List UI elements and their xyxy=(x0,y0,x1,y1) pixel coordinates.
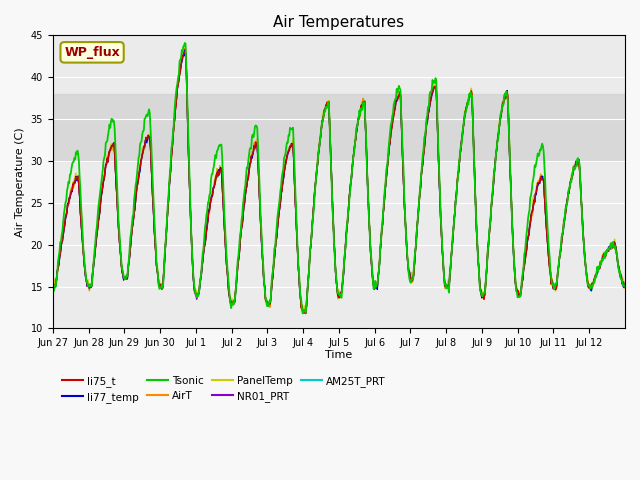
Line: AirT: AirT xyxy=(52,48,625,313)
AM25T_PRT xyxy=(49,282,56,288)
AirT xyxy=(431,84,439,89)
PanelTemp xyxy=(250,144,258,149)
AM25T_PRT xyxy=(222,251,230,256)
li77_temp xyxy=(116,245,124,251)
AM25T_PRT xyxy=(302,311,310,317)
li75_t xyxy=(621,283,629,289)
li75_t xyxy=(49,284,56,289)
PanelTemp xyxy=(621,280,629,286)
NR01_PRT xyxy=(222,251,230,257)
li77_temp xyxy=(250,143,258,149)
AM25T_PRT xyxy=(621,281,629,287)
Text: WP_flux: WP_flux xyxy=(64,46,120,59)
li77_temp xyxy=(300,310,307,316)
AM25T_PRT xyxy=(180,48,188,54)
X-axis label: Time: Time xyxy=(325,349,353,360)
Tsonic xyxy=(272,234,280,240)
li75_t xyxy=(116,245,124,251)
Line: li77_temp: li77_temp xyxy=(52,50,625,313)
NR01_PRT xyxy=(399,175,407,181)
AM25T_PRT xyxy=(431,84,439,90)
AirT xyxy=(222,248,230,254)
li77_temp xyxy=(222,250,230,255)
PanelTemp xyxy=(272,240,280,246)
NR01_PRT xyxy=(250,142,258,148)
Y-axis label: Air Temperature (C): Air Temperature (C) xyxy=(15,127,25,237)
AM25T_PRT xyxy=(272,241,280,247)
Tsonic xyxy=(49,278,56,284)
AM25T_PRT xyxy=(250,144,258,150)
li77_temp xyxy=(621,281,629,287)
li75_t xyxy=(399,175,407,180)
AirT xyxy=(621,279,629,285)
Bar xyxy=(52,94,625,161)
AM25T_PRT xyxy=(116,245,124,251)
PanelTemp xyxy=(116,244,124,250)
AirT xyxy=(250,139,258,145)
Tsonic xyxy=(250,130,258,136)
AirT xyxy=(272,241,280,247)
li75_t xyxy=(180,49,188,55)
li75_t xyxy=(302,311,310,316)
Tsonic xyxy=(621,282,629,288)
NR01_PRT xyxy=(49,284,56,289)
Tsonic xyxy=(299,311,307,316)
PanelTemp xyxy=(399,172,407,178)
NR01_PRT xyxy=(181,47,189,53)
li77_temp xyxy=(181,47,189,53)
PanelTemp xyxy=(431,85,439,91)
Tsonic xyxy=(181,40,189,46)
Line: NR01_PRT: NR01_PRT xyxy=(52,50,625,312)
li77_temp xyxy=(399,175,407,181)
Tsonic xyxy=(222,239,230,244)
AirT xyxy=(399,176,407,182)
Tsonic xyxy=(431,75,439,81)
Line: Tsonic: Tsonic xyxy=(52,43,625,313)
Title: Air Temperatures: Air Temperatures xyxy=(273,15,404,30)
NR01_PRT xyxy=(272,240,280,245)
AirT xyxy=(302,311,310,316)
li77_temp xyxy=(272,240,280,245)
li75_t xyxy=(250,143,258,149)
PanelTemp xyxy=(302,309,310,314)
Legend: li75_t, li77_temp, Tsonic, AirT, PanelTemp, NR01_PRT, AM25T_PRT: li75_t, li77_temp, Tsonic, AirT, PanelTe… xyxy=(58,372,390,407)
AM25T_PRT xyxy=(399,175,407,181)
NR01_PRT xyxy=(302,310,310,315)
PanelTemp xyxy=(182,47,189,52)
Line: AM25T_PRT: AM25T_PRT xyxy=(52,51,625,314)
PanelTemp xyxy=(49,281,56,287)
li75_t xyxy=(272,239,280,244)
Tsonic xyxy=(116,239,124,244)
li77_temp xyxy=(431,84,439,90)
NR01_PRT xyxy=(431,86,439,92)
PanelTemp xyxy=(222,246,230,252)
AirT xyxy=(181,45,189,51)
NR01_PRT xyxy=(116,244,124,250)
Line: PanelTemp: PanelTemp xyxy=(52,49,625,312)
AirT xyxy=(49,280,56,286)
AirT xyxy=(116,245,124,251)
Tsonic xyxy=(399,165,407,170)
li75_t xyxy=(222,248,230,254)
NR01_PRT xyxy=(621,281,629,287)
li75_t xyxy=(431,84,439,90)
Line: li75_t: li75_t xyxy=(52,52,625,313)
li77_temp xyxy=(49,283,56,288)
